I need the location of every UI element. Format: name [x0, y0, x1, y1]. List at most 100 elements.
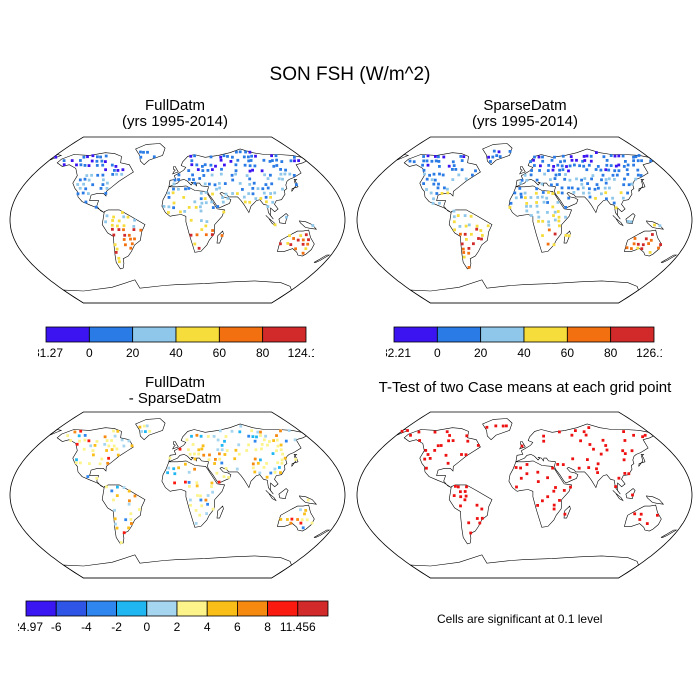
grid-cell — [632, 242, 636, 246]
grid-cell — [436, 186, 440, 190]
grid-cell — [114, 522, 117, 526]
colorbar-label: 8 — [264, 620, 271, 634]
colorbar-box — [25, 600, 57, 617]
grid-cell — [139, 150, 142, 154]
grid-cell — [196, 494, 199, 497]
coastline — [515, 148, 654, 220]
grid-cell — [256, 430, 260, 434]
grid-cell — [637, 154, 641, 157]
grid-cell — [199, 191, 203, 195]
colorbar-box — [267, 600, 299, 617]
grid-cell — [604, 191, 608, 195]
grid-cell — [247, 155, 250, 159]
grid-cell — [193, 452, 196, 456]
grid-cell — [237, 452, 241, 456]
grid-cell — [69, 439, 73, 442]
grid-cell — [279, 172, 283, 176]
grid-cell — [538, 169, 541, 172]
grid-cell — [187, 177, 191, 181]
grid-cell — [524, 196, 527, 200]
coastline — [396, 154, 410, 161]
grid-cell — [295, 183, 298, 187]
grid-cell — [525, 178, 529, 182]
grid-cell — [533, 164, 536, 167]
grid-cell — [567, 234, 571, 238]
grid-cell — [89, 444, 93, 448]
grid-cell — [564, 173, 567, 176]
grid-cell — [438, 165, 441, 168]
grid-cell — [187, 448, 190, 452]
grid-cell — [582, 155, 586, 158]
grid-cell — [485, 425, 489, 429]
coastline — [563, 230, 571, 244]
grid-cell — [529, 204, 533, 208]
grid-cell — [525, 205, 528, 208]
grid-cell — [412, 160, 416, 164]
grid-cell — [275, 449, 278, 453]
grid-cell — [439, 444, 443, 447]
grid-cell — [520, 178, 524, 182]
grid-cell — [127, 502, 131, 506]
grid-cell — [262, 438, 266, 442]
coastline — [660, 254, 678, 263]
grid-cell — [475, 224, 479, 228]
grid-cell — [117, 256, 121, 260]
grid-cell — [580, 182, 584, 186]
grid-cell — [409, 433, 412, 437]
grid-cell — [464, 177, 468, 181]
grid-cell — [276, 461, 280, 465]
grid-cell — [300, 518, 304, 522]
grid-cell — [444, 453, 448, 457]
grid-cell — [243, 200, 247, 204]
grid-cell — [251, 435, 255, 438]
grid-cell — [536, 196, 540, 199]
grid-cell — [75, 442, 79, 446]
grid-cell — [557, 219, 561, 223]
grid-cell — [116, 169, 120, 172]
grid-cell — [218, 452, 221, 456]
grid-cell — [583, 177, 587, 180]
grid-cell — [162, 205, 166, 208]
grid-cell — [289, 159, 293, 163]
main-title: SON FSH (W/m^2) — [269, 64, 431, 85]
grid-cell — [266, 177, 270, 180]
grid-cell — [223, 182, 227, 185]
grid-cell — [434, 159, 438, 163]
grid-cell — [279, 448, 283, 452]
grid-cell — [284, 168, 287, 172]
grid-cell — [70, 159, 74, 162]
grid-cell — [622, 183, 626, 187]
grid-cell — [129, 237, 132, 241]
grid-cell — [289, 521, 293, 525]
grid-cell — [193, 467, 196, 471]
grid-cell — [220, 444, 224, 447]
grid-cell — [218, 429, 222, 433]
grid-cell — [62, 159, 66, 162]
grid-cell — [294, 247, 297, 251]
grid-cell — [260, 169, 264, 173]
grid-cell — [447, 164, 451, 168]
grid-cell — [615, 173, 619, 177]
grid-cell — [239, 424, 243, 428]
grid-cell — [599, 168, 603, 172]
grid-cell — [238, 430, 242, 434]
grid-cell — [555, 183, 559, 186]
grid-cell — [456, 214, 460, 217]
grid-cell — [533, 155, 536, 159]
grid-cell — [546, 211, 549, 214]
grid-cell — [595, 467, 598, 471]
grid-cell — [437, 182, 440, 186]
grid-cell — [66, 434, 70, 437]
grid-cell — [558, 224, 561, 228]
colorbar-label: 40 — [169, 346, 183, 360]
grid-cell — [293, 438, 297, 442]
grid-cell — [651, 233, 654, 236]
grid-cell — [110, 223, 114, 227]
grid-cell — [563, 512, 567, 516]
grid-cell — [187, 481, 191, 484]
grid-cell — [461, 247, 465, 251]
grid-cell — [197, 246, 201, 250]
grid-cell — [203, 163, 207, 167]
coastline — [515, 423, 654, 495]
grid-cell — [193, 154, 196, 158]
